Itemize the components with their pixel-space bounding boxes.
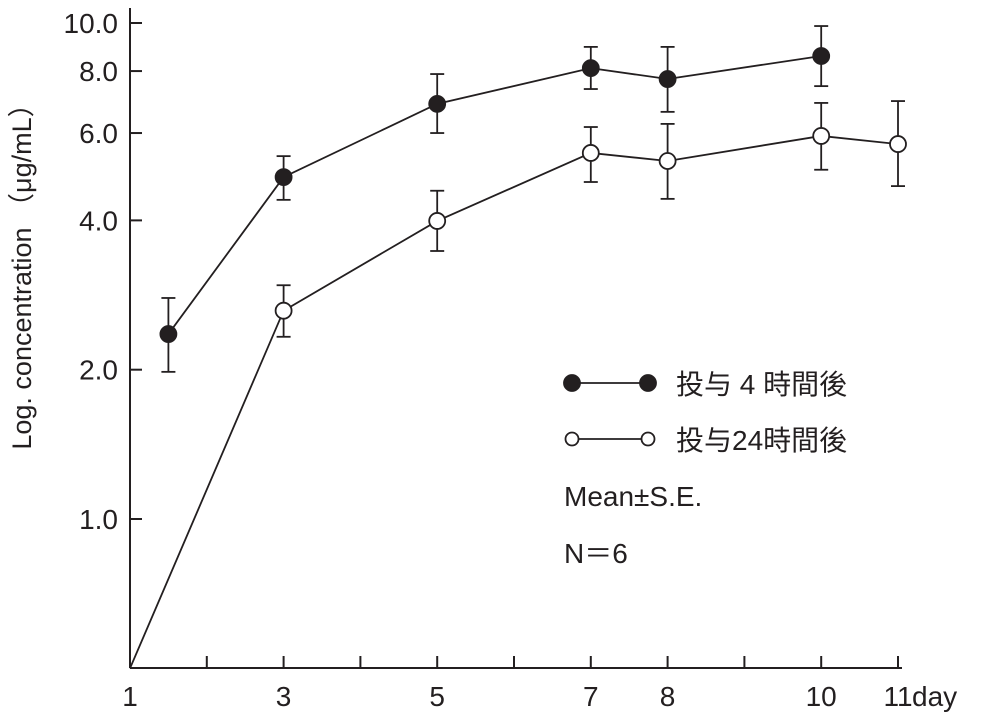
y-tick-label: 8.0: [79, 56, 118, 87]
data-point: [658, 70, 677, 88]
legend-marker: [640, 431, 656, 447]
x-tick-label: 10: [806, 681, 837, 712]
data-point: [889, 135, 907, 153]
legend-label: 投与 4 時間後: [676, 369, 847, 400]
legend-marker: [564, 431, 580, 447]
x-axis-label: day: [912, 681, 957, 712]
legend-label: 投与24時間後: [676, 425, 847, 456]
x-tick-label: 3: [276, 681, 292, 712]
y-tick-label: 2.0: [79, 355, 118, 386]
x-tick-label: 8: [660, 681, 676, 712]
data-point: [428, 212, 447, 230]
data-point: [274, 168, 293, 187]
x-tick-label: 1: [122, 681, 138, 712]
legend-marker: [563, 374, 581, 392]
series-line: [129, 135, 899, 669]
data-point: [159, 325, 178, 343]
y-tick-label: 6.0: [79, 118, 118, 149]
data-point: [658, 152, 677, 170]
x-tick-label: 11: [883, 681, 912, 712]
y-tick-label: 1.0: [79, 504, 118, 535]
annotation: Mean±S.E.: [564, 481, 702, 512]
data-point: [581, 59, 600, 78]
annotation: N＝6: [564, 538, 628, 569]
data-point: [812, 47, 831, 65]
y-tick-label: 10.0: [64, 8, 119, 39]
x-tick-label: 7: [583, 681, 599, 712]
data-point: [581, 144, 600, 162]
series-24h: [129, 100, 907, 669]
x-tick-label: 5: [429, 681, 445, 712]
y-axis-label: Log. concentration （μg/mL）: [7, 90, 37, 449]
legend-marker: [639, 374, 657, 392]
series-line: [167, 55, 822, 335]
data-point: [428, 94, 447, 113]
data-point: [274, 301, 293, 320]
series-4h: [159, 25, 831, 373]
y-tick-label: 4.0: [79, 205, 118, 236]
data-point: [812, 127, 831, 145]
